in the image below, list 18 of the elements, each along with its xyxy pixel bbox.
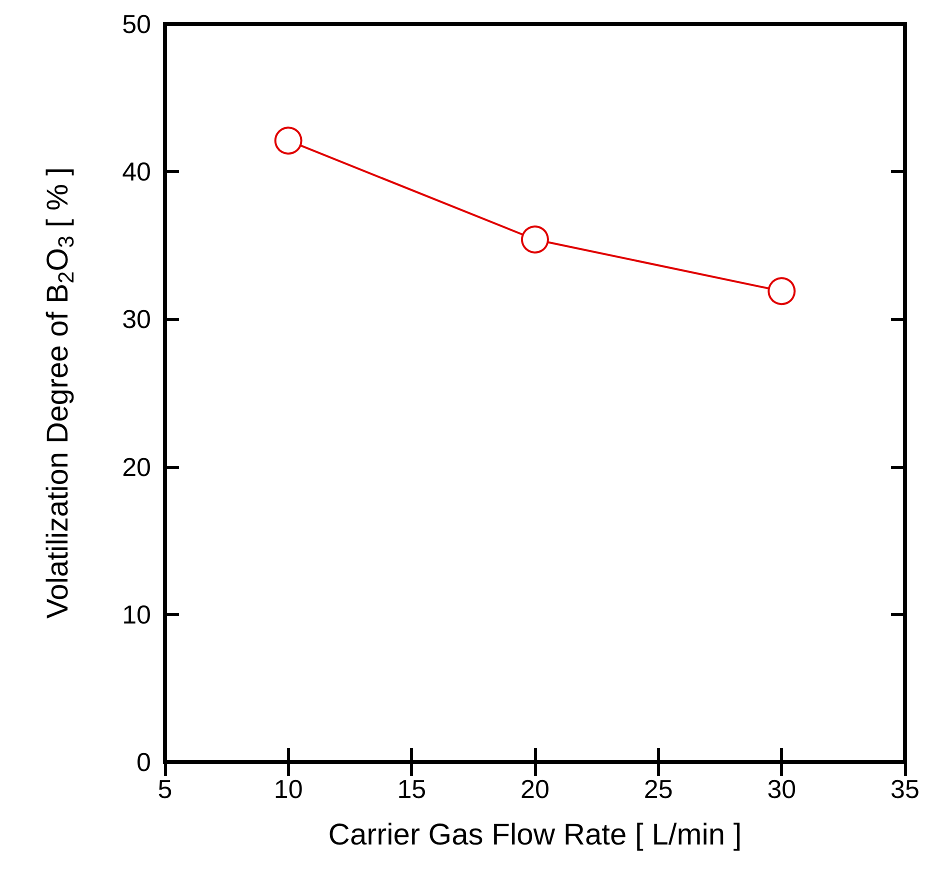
point bbox=[521, 226, 549, 254]
x-tick-label: 25 bbox=[644, 774, 673, 804]
point bbox=[768, 277, 796, 306]
x-tick-label: 5 bbox=[158, 774, 172, 804]
x-tick-label: 30 bbox=[767, 774, 796, 804]
y-tick-label: 20 bbox=[122, 452, 151, 482]
x-tick-label: 15 bbox=[397, 774, 426, 804]
y-tick-label: 30 bbox=[122, 304, 151, 334]
x-tick-label: 20 bbox=[520, 774, 550, 804]
x-axis-title: Carrier Gas Flow Rate [ L/min ] bbox=[328, 818, 742, 852]
point bbox=[274, 126, 302, 155]
y-axis-title: Volatilization Degree of B2O3 [ % ] bbox=[42, 167, 78, 619]
y-tick-label: 40 bbox=[122, 156, 151, 187]
x-tick-label: 10 bbox=[274, 774, 303, 804]
y-tick-label: 0 bbox=[136, 747, 151, 777]
y-tick-label: 10 bbox=[122, 599, 151, 630]
x-tick-label: 35 bbox=[890, 774, 920, 804]
y-tick-label: 50 bbox=[122, 9, 151, 39]
